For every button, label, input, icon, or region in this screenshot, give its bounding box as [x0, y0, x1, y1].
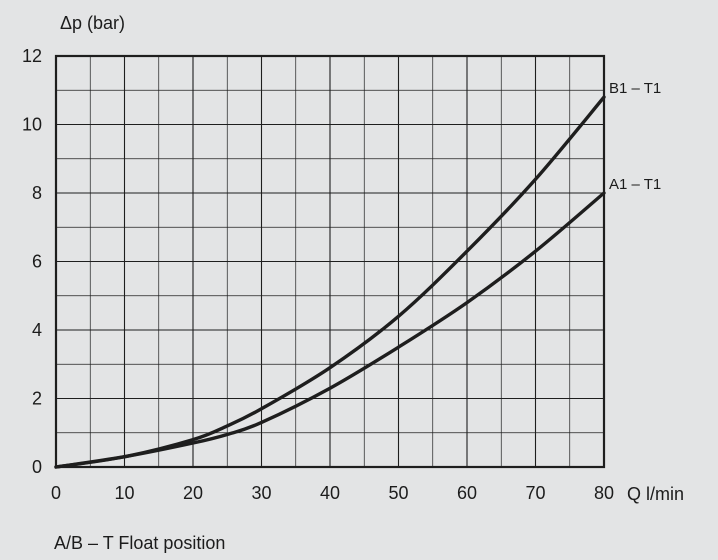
x-tick-label: 30 [251, 483, 271, 503]
series-line-1 [54, 191, 606, 469]
chart-caption: A/B – T Float position [54, 533, 225, 553]
y-axis-label: Δp (bar) [60, 13, 125, 33]
y-tick-label: 4 [32, 320, 42, 340]
x-tick-label: 70 [525, 483, 545, 503]
y-tick-label: 6 [32, 252, 42, 272]
y-tick-label: 8 [32, 183, 42, 203]
y-tick-label: 0 [32, 457, 42, 477]
x-tick-label: 20 [183, 483, 203, 503]
y-tick-label: 10 [22, 115, 42, 135]
x-tick-label: 60 [457, 483, 477, 503]
x-axis-label: Q l/min [627, 484, 684, 504]
x-tick-label: 40 [320, 483, 340, 503]
y-tick-label: 2 [32, 389, 42, 409]
x-tick-label: 0 [51, 483, 61, 503]
series-label-0: B1 – T1 [609, 80, 661, 97]
x-tick-label: 10 [114, 483, 134, 503]
series-label-1: A1 – T1 [609, 176, 661, 193]
plot-frame [54, 54, 606, 469]
grid [56, 56, 604, 467]
tick-labels: 0 10 20 30 40 50 60 70 80 0 2 4 6 8 10 12 [22, 46, 614, 503]
series-group [54, 95, 606, 469]
x-tick-label: 50 [388, 483, 408, 503]
y-tick-label: 12 [22, 46, 42, 66]
series-labels: B1 – T1 A1 – T1 [609, 80, 661, 193]
x-tick-label: 80 [594, 483, 614, 503]
